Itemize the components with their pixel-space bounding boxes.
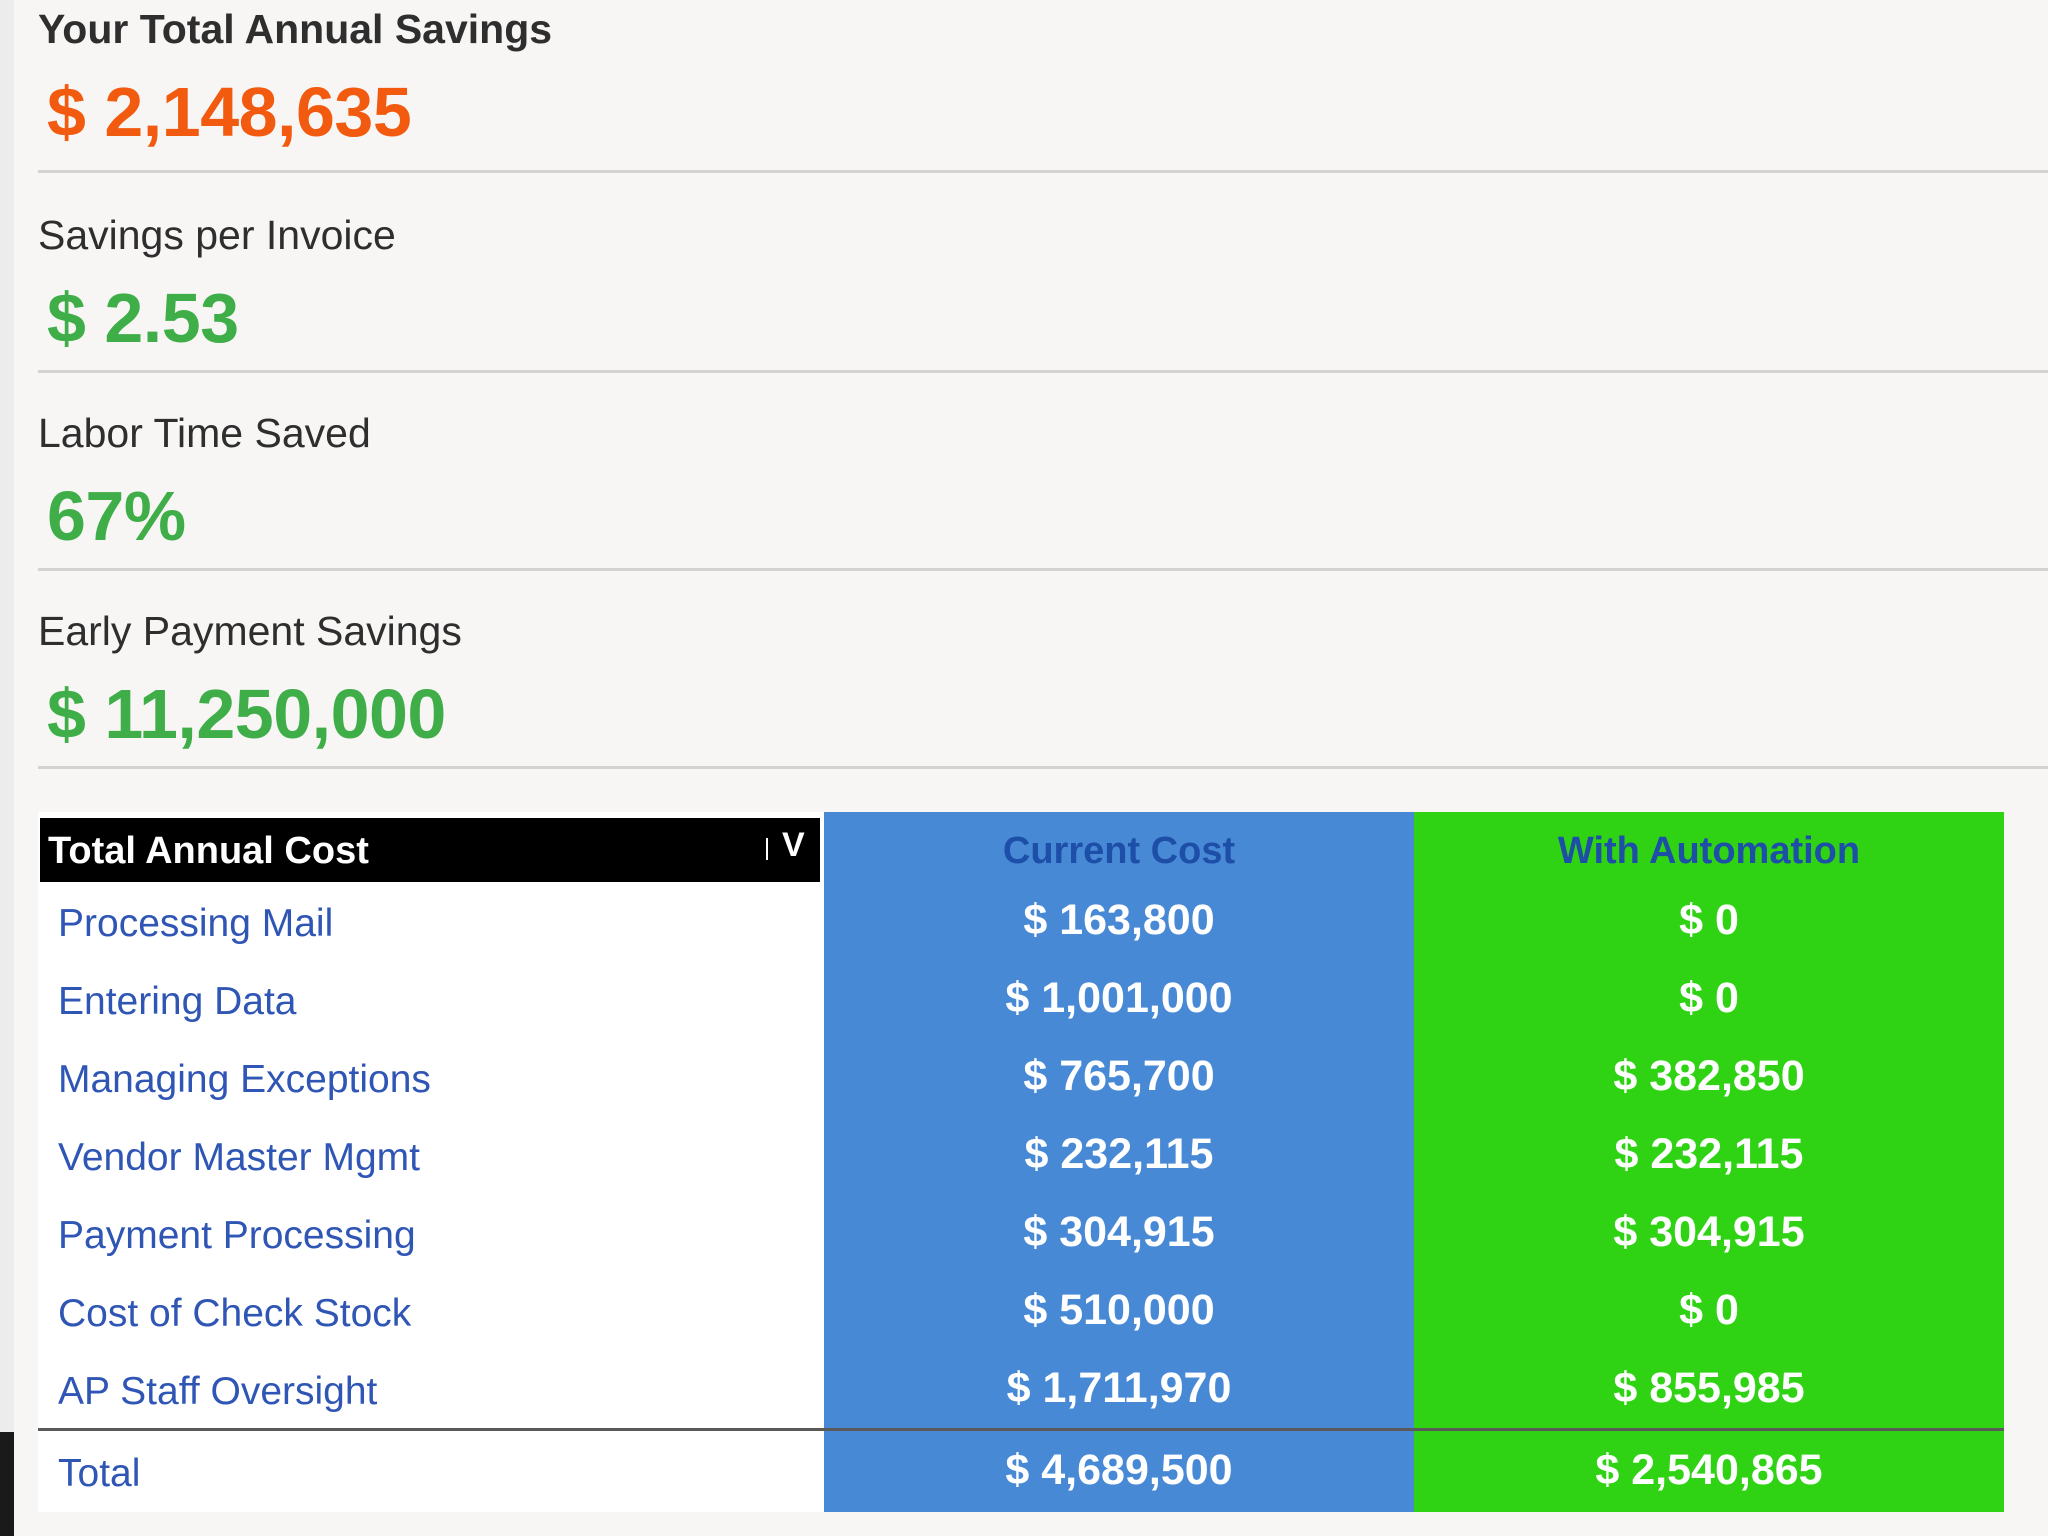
row-label-managing-exceptions: Managing Exceptions (58, 1058, 431, 1101)
row-label-vendor-master-mgmt: Vendor Master Mgmt (58, 1136, 420, 1179)
automation-header: With Automation (1557, 830, 1861, 872)
automation-column (1414, 812, 2004, 1512)
automation-cost-cell: $ 382,850 (1613, 1052, 1805, 1100)
current-cost-cell: $ 163,800 (1023, 896, 1215, 944)
current-cost-header: Current Cost (1002, 830, 1236, 872)
divider (38, 766, 2048, 769)
cost-table: Total Annual Cost V Current Cost With Au… (38, 812, 2016, 1514)
current-cost-cell: $ 510,000 (1023, 1286, 1215, 1334)
labor-label: Labor Time Saved (38, 410, 371, 456)
total-divider (38, 1428, 2004, 1431)
labels-column (38, 812, 824, 1512)
row-label-cost-of-check-stock: Cost of Check Stock (58, 1292, 412, 1335)
per-invoice-value: $ 2.53 (47, 279, 239, 357)
divider (38, 568, 2048, 571)
total-savings-value: $ 2,148,635 (47, 73, 412, 151)
current-cost-cell: $ 304,915 (1023, 1208, 1215, 1256)
savings-calculator: Your Total Annual Savings $ 2,148,635 Sa… (14, 0, 2048, 1536)
current-cost-cell: $ 765,700 (1023, 1052, 1215, 1100)
cost-type-select-label: Total Annual Cost (48, 830, 369, 872)
total-savings-label: Your Total Annual Savings (38, 6, 553, 52)
early-payment-label: Early Payment Savings (38, 608, 462, 654)
automation-cost-cell: $ 855,985 (1613, 1364, 1805, 1412)
row-label-payment-processing: Payment Processing (58, 1214, 416, 1257)
row-label-processing-mail: Processing Mail (58, 902, 334, 945)
per-invoice-label: Savings per Invoice (38, 212, 396, 258)
automation-cost-cell: $ 0 (1679, 1286, 1739, 1334)
row-label-ap-staff-oversight: AP Staff Oversight (58, 1370, 378, 1413)
divider (38, 170, 2048, 173)
labor-value: 67% (47, 477, 186, 555)
total-automation-cost: $ 2,540,865 (1595, 1446, 1823, 1494)
chevron-down-icon[interactable]: V (782, 826, 805, 864)
row-label-total: Total (58, 1452, 141, 1495)
total-current-cost: $ 4,689,500 (1005, 1446, 1233, 1494)
cost-type-select[interactable]: Total Annual Cost V (40, 818, 820, 882)
row-label-entering-data: Entering Data (58, 980, 297, 1023)
current-cost-cell: $ 232,115 (1024, 1130, 1214, 1178)
early-payment-value: $ 11,250,000 (47, 675, 446, 753)
current-cost-column (824, 812, 1414, 1512)
automation-cost-cell: $ 0 (1679, 974, 1739, 1022)
automation-cost-cell: $ 232,115 (1614, 1130, 1804, 1178)
current-cost-cell: $ 1,001,000 (1005, 974, 1233, 1022)
current-cost-cell: $ 1,711,970 (1006, 1364, 1232, 1412)
window-edge (0, 1432, 14, 1536)
divider (38, 370, 2048, 373)
automation-cost-cell: $ 0 (1679, 896, 1739, 944)
automation-cost-cell: $ 304,915 (1613, 1208, 1805, 1256)
select-separator (766, 838, 768, 860)
